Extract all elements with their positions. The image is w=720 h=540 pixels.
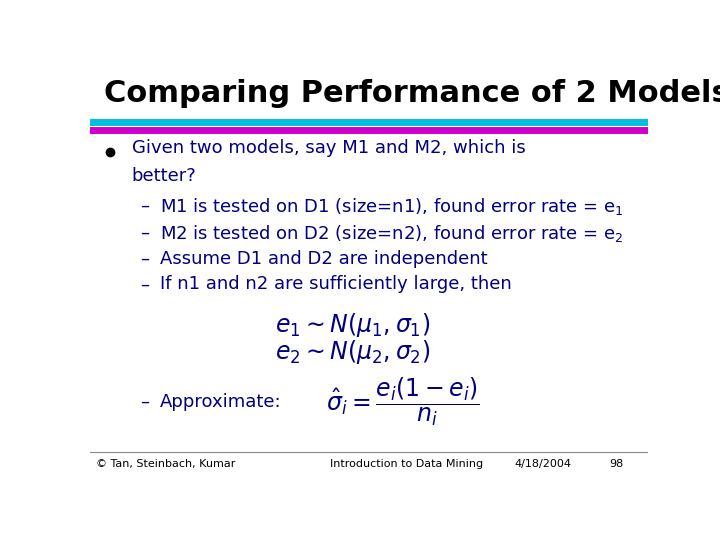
Text: If n1 and n2 are sufficiently large, then: If n1 and n2 are sufficiently large, the… [160,275,511,293]
Text: Given two models, say M1 and M2, which is: Given two models, say M1 and M2, which i… [132,139,526,157]
Text: M2 is tested on D2 (size=n2), found error rate = e$_2$: M2 is tested on D2 (size=n2), found erro… [160,222,624,244]
Text: Approximate:: Approximate: [160,393,282,410]
Text: $e_1 \sim N(\mu_1, \sigma_1)$: $e_1 \sim N(\mu_1, \sigma_1)$ [274,310,430,339]
Text: Comparing Performance of 2 Models: Comparing Performance of 2 Models [104,79,720,109]
Text: © Tan, Steinbach, Kumar: © Tan, Steinbach, Kumar [96,459,235,469]
Text: better?: better? [132,167,197,185]
Text: –: – [140,250,149,268]
Text: –: – [140,275,149,293]
Text: –: – [140,197,149,215]
Text: –: – [140,224,149,242]
Text: Assume D1 and D2 are independent: Assume D1 and D2 are independent [160,250,487,268]
Text: Introduction to Data Mining: Introduction to Data Mining [330,459,483,469]
Text: $e_2 \sim N(\mu_2, \sigma_2)$: $e_2 \sim N(\mu_2, \sigma_2)$ [274,338,430,366]
Text: 4/18/2004: 4/18/2004 [514,459,571,469]
Text: –: – [140,393,149,410]
Text: M1 is tested on D1 (size=n1), found error rate = e$_1$: M1 is tested on D1 (size=n1), found erro… [160,195,624,217]
Text: $\hat{\sigma}_i = \dfrac{e_i(1-e_i)}{n_i}$: $\hat{\sigma}_i = \dfrac{e_i(1-e_i)}{n_i… [325,375,480,428]
Text: 98: 98 [609,459,624,469]
